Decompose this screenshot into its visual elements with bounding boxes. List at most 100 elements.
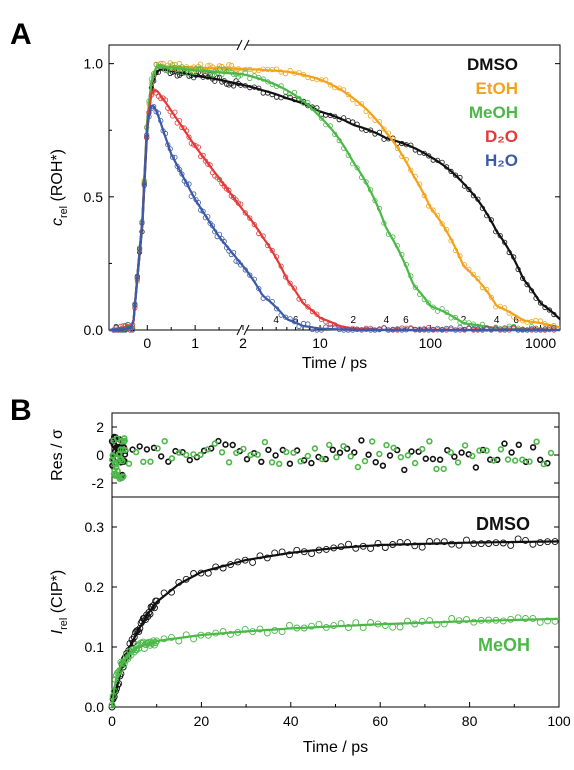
data-point-meoh	[241, 625, 249, 633]
residual-point-meoh	[132, 448, 140, 456]
residual-point-meoh	[447, 449, 454, 456]
data-point-etoh	[358, 101, 365, 107]
data-point-meoh	[418, 617, 426, 625]
residual-point-meoh	[204, 446, 211, 453]
data-point-ho	[251, 276, 257, 282]
data-point-meoh	[249, 628, 257, 636]
residual-point-meoh	[333, 454, 340, 461]
data-point-meoh	[337, 620, 345, 628]
data-point-ho	[184, 181, 190, 187]
residual-point-dmso	[365, 451, 372, 458]
residual-point-meoh	[526, 458, 533, 465]
data-point-etoh	[226, 62, 232, 68]
residual-point-meoh	[404, 452, 412, 459]
data-point-meoh	[212, 629, 220, 637]
data-point-meoh	[195, 66, 201, 72]
y-axis-label-var: I	[49, 629, 66, 634]
data-point-ho	[479, 327, 485, 333]
data-point-do	[162, 97, 169, 103]
residual-point-dmso	[258, 458, 265, 465]
data-point-dmso	[551, 538, 559, 546]
data-point-ho	[318, 327, 324, 333]
data-point-etoh	[372, 117, 378, 123]
data-point-ho	[205, 214, 211, 220]
data-point-dmso	[367, 544, 375, 552]
residual-point-dmso	[165, 458, 172, 465]
fit-curve-do	[109, 89, 244, 332]
data-point-meoh	[507, 615, 515, 623]
data-point-etoh	[434, 212, 441, 218]
residual-point-dmso	[472, 464, 480, 471]
residual-point-dmso	[408, 448, 415, 455]
residual-point-dmso	[529, 444, 537, 451]
data-point-dmso	[396, 538, 404, 546]
data-point-meoh	[300, 624, 308, 632]
data-point-etoh	[228, 62, 234, 69]
data-point-etoh	[247, 66, 253, 73]
residual-point-dmso	[351, 449, 358, 456]
data-point-ho	[212, 229, 218, 235]
data-point-meoh	[151, 71, 157, 77]
data-point-meoh	[466, 320, 472, 326]
x-tick-label: 40	[283, 713, 299, 729]
data-point-etoh	[417, 181, 423, 187]
residual-point-meoh	[476, 447, 483, 454]
data-point-dmso	[345, 540, 352, 548]
data-point-ho	[191, 191, 197, 197]
data-point-dmso	[130, 633, 138, 641]
data-point-meoh	[153, 637, 161, 645]
x-tick-label: 2	[239, 335, 247, 351]
data-point-ho	[132, 301, 138, 308]
data-point-do	[216, 176, 223, 183]
data-point-ho	[177, 167, 183, 173]
data-point-dmso	[300, 548, 308, 556]
data-point-dmso	[381, 544, 389, 551]
data-point-meoh	[114, 669, 122, 677]
data-point-ho	[130, 327, 136, 333]
y-tick-label: 0.2	[85, 579, 105, 595]
data-point-etoh	[412, 173, 418, 179]
data-point-meoh	[411, 620, 419, 628]
data-point-meoh	[282, 89, 289, 95]
x-tick-label: 100	[547, 713, 571, 729]
data-point-ho	[434, 325, 441, 331]
data-point-etoh	[488, 294, 494, 300]
residual-point-meoh	[283, 448, 290, 456]
data-point-dmso	[537, 300, 544, 306]
x-log-minor-tick-label: 4	[384, 315, 390, 326]
data-point-meoh	[354, 165, 360, 171]
data-point-dmso	[511, 254, 517, 260]
data-point-dmso	[389, 541, 397, 548]
data-point-meoh	[408, 273, 414, 279]
fit-curve-dmso	[109, 67, 244, 332]
data-point-ho	[376, 326, 383, 333]
data-point-meoh	[345, 152, 351, 158]
data-point-meoh	[197, 631, 205, 639]
data-point-meoh	[205, 69, 211, 75]
data-point-etoh	[296, 70, 302, 76]
y-axis-label-sub: rel	[58, 618, 70, 630]
data-point-dmso	[488, 217, 494, 223]
residual-point-meoh	[114, 467, 121, 475]
data-point-do	[256, 230, 262, 237]
data-point-meoh	[448, 615, 456, 622]
data-point-do	[242, 210, 248, 216]
data-point-ho	[457, 324, 463, 330]
x-log-minor-tick-label: 6	[293, 315, 299, 326]
data-point-dmso	[226, 82, 232, 88]
residual-point-meoh	[119, 457, 126, 465]
data-point-meoh	[145, 638, 153, 646]
data-point-dmso	[408, 142, 414, 148]
data-point-do	[158, 96, 164, 102]
data-point-dmso	[411, 542, 419, 550]
data-point-dmso	[515, 266, 521, 272]
data-point-meoh	[372, 198, 378, 204]
data-point-meoh	[404, 617, 411, 625]
residual-point-dmso	[186, 456, 194, 464]
residual-point-meoh	[540, 460, 547, 468]
data-point-ho	[256, 286, 262, 292]
residual-point-meoh	[383, 441, 390, 449]
data-point-dmso	[249, 558, 257, 566]
data-point-dmso	[308, 550, 316, 558]
fit-curve-meoh	[109, 65, 244, 332]
